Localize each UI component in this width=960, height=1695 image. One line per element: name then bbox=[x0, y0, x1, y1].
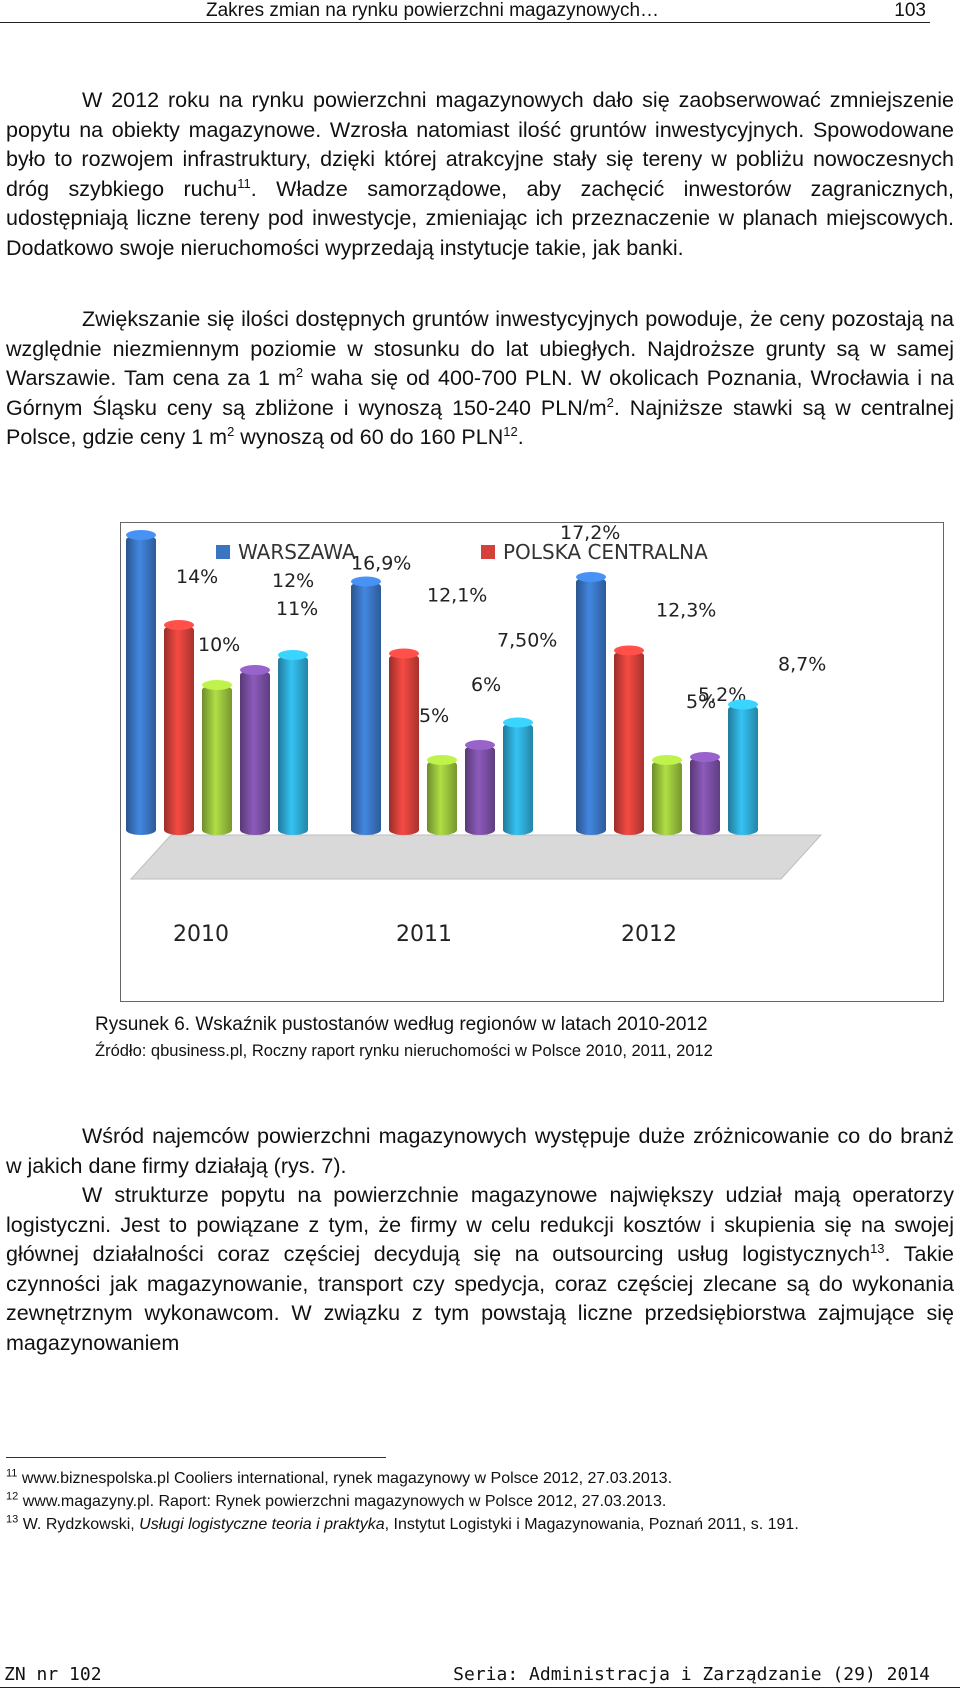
paragraph-4: Wśród najemców powierzchni magazynowych … bbox=[6, 1124, 954, 1178]
bar-top-2012-0 bbox=[576, 572, 606, 582]
bar-top-2011-3 bbox=[465, 740, 495, 750]
paragraph-3: Zwiększanie się ilości dostępnych gruntó… bbox=[6, 307, 954, 449]
figure-caption: Rysunek 6. Wskaźnik pustostanów według r… bbox=[95, 1014, 708, 1035]
data-label-2012-1: 12,3% bbox=[656, 600, 716, 622]
legend-swatch-0 bbox=[216, 545, 230, 559]
bar-top-2012-2 bbox=[652, 755, 682, 765]
bar-top-2012-1 bbox=[614, 645, 644, 656]
bar-2011-1 bbox=[389, 653, 419, 835]
data-label-2011-3: 6% bbox=[471, 674, 501, 696]
data-label-2011-2: 5% bbox=[419, 705, 449, 727]
data-label-2012-0: 17,2% bbox=[560, 523, 620, 544]
category-label-2010: 2010 bbox=[173, 922, 229, 947]
footnote-ref-11[interactable]: 11 bbox=[237, 175, 251, 191]
data-label-2010-1: 14% bbox=[176, 566, 218, 588]
vacancy-chart: WARSZAWA POLSKA CENTRALNA 20% 14% 10% 11% 12% 1… bbox=[120, 522, 944, 1002]
data-label-2011-4: 7,50% bbox=[497, 630, 557, 652]
bar-2012-2 bbox=[652, 760, 682, 835]
bar-2010-3 bbox=[240, 670, 270, 835]
data-label-2010-3: 11% bbox=[276, 598, 318, 620]
data-label-2012-4: 8,7% bbox=[778, 654, 826, 676]
bar-2010-0 bbox=[126, 535, 156, 835]
bar-2012-1 bbox=[614, 650, 644, 835]
bar-top-2012-4 bbox=[728, 699, 758, 710]
bar-top-2010-4 bbox=[278, 650, 308, 660]
bar-top-2010-0 bbox=[126, 530, 156, 540]
bar-top-2011-2 bbox=[427, 755, 457, 765]
bar-2012-0 bbox=[576, 577, 606, 835]
running-header: Zakres zmian na rynku powierzchni magazy… bbox=[0, 0, 930, 23]
figure-source: Źródło: qbusiness.pl, Roczny raport rynk… bbox=[95, 1042, 713, 1060]
data-label-2010-2: 10% bbox=[198, 634, 240, 656]
data-label-2010-4: 12% bbox=[272, 570, 314, 592]
data-label-2010-0: 20% bbox=[126, 523, 164, 528]
bar-2012-3 bbox=[690, 757, 720, 835]
bar-2011-2 bbox=[427, 760, 457, 835]
footnote-13: 13 W. Rydzkowski, Usługi logistyczne teo… bbox=[6, 1513, 799, 1533]
bar-top-2011-0 bbox=[351, 576, 381, 587]
bar-2010-4 bbox=[278, 655, 308, 835]
chart-floor bbox=[129, 834, 823, 880]
category-label-2012: 2012 bbox=[621, 922, 677, 947]
data-label-2011-0: 16,9% bbox=[351, 553, 411, 575]
bar-top-2010-3 bbox=[240, 665, 270, 675]
paragraph-5: W strukturze popytu na powierzchnie maga… bbox=[6, 1183, 955, 1355]
bar-2011-3 bbox=[465, 745, 495, 835]
bar-2012-4 bbox=[728, 704, 758, 835]
footnote-11: 11 www.biznespolska.pl Cooliers internat… bbox=[6, 1467, 673, 1487]
legend-swatch-1 bbox=[481, 545, 495, 559]
page-number: 103 bbox=[894, 0, 926, 21]
data-label-2011-1: 12,1% bbox=[427, 585, 487, 607]
data-label-2012-2: 5% bbox=[686, 691, 716, 713]
category-label-2011: 2011 bbox=[396, 922, 452, 947]
chart-svg: WARSZAWA POLSKA CENTRALNA 20% 14% 10% 11% 12% 1… bbox=[126, 523, 826, 947]
footer-rule bbox=[0, 1687, 960, 1688]
bar-top-2010-1 bbox=[164, 620, 194, 630]
paragraph-1: W 2012 roku na rynku powierzchni magazyn… bbox=[6, 88, 954, 260]
bar-top-2011-1 bbox=[389, 648, 419, 659]
bar-2010-1 bbox=[164, 625, 194, 835]
paragraph-2: Władze samorządowe, aby zachęcić inwesto… bbox=[6, 176, 954, 260]
footnote-ref-12[interactable]: 12 bbox=[503, 423, 518, 439]
footnote-ref-13[interactable]: 13 bbox=[870, 1240, 885, 1256]
bar-2011-0 bbox=[351, 581, 381, 835]
footnote-12: 12 www.magazyny.pl. Raport: Rynek powier… bbox=[6, 1490, 667, 1510]
footnote-rule bbox=[6, 1457, 386, 1458]
bar-top-2010-2 bbox=[202, 680, 232, 690]
bar-2011-4 bbox=[503, 722, 533, 835]
bar-top-2011-4 bbox=[503, 717, 533, 728]
legend-label-1: POLSKA CENTRALNA bbox=[503, 540, 708, 564]
running-header-title: Zakres zmian na rynku powierzchni magazy… bbox=[206, 0, 660, 21]
bar-2010-2 bbox=[202, 685, 232, 835]
footer-journal-number: ZN nr 102 bbox=[4, 1664, 102, 1685]
footer-series: Seria: Administracja i Zarządzanie (29) … bbox=[453, 1664, 930, 1685]
legend-label-0: WARSZAWA bbox=[238, 540, 356, 564]
bar-top-2012-3 bbox=[690, 752, 720, 762]
